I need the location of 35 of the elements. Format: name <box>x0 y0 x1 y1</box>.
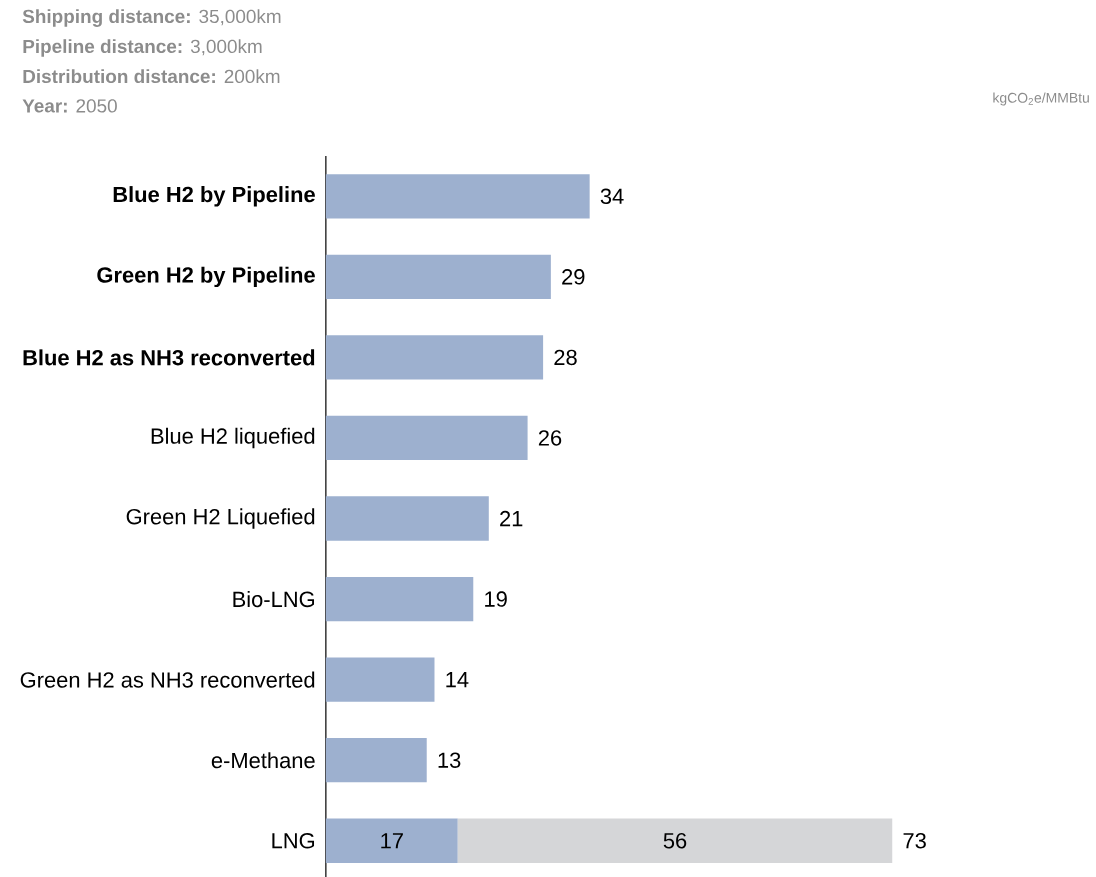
y-tick-label: Blue H2 liquefied <box>151 427 315 449</box>
data-label: 28 <box>554 349 577 366</box>
data-label: 56 <box>663 832 687 849</box>
text: Year: 2050 <box>22 99 117 113</box>
y-tick-label: Blue H2 as NH3 reconverted <box>23 349 315 366</box>
data-label: 34 <box>600 188 624 205</box>
data-label: 19 <box>485 591 507 607</box>
y-tick-label: Green H2 by Pipeline <box>97 266 315 288</box>
bar <box>325 496 489 541</box>
data-label: 13 <box>438 752 461 768</box>
y-tick-label: LNG <box>272 832 315 849</box>
data-label: 21 <box>500 510 523 527</box>
text: Pipeline distance: 3,000km <box>23 39 262 57</box>
bar <box>325 576 474 622</box>
text: Distribution distance: 200km <box>23 69 280 84</box>
text: kgCO$_{2}$e/MMBtu <box>993 92 1089 106</box>
bar <box>325 818 458 863</box>
y-tick-label: Green H2 Liquefied <box>126 508 315 529</box>
bar <box>325 738 427 783</box>
text: Shipping distance: 35,000km <box>22 9 281 27</box>
bar <box>325 657 435 702</box>
y-tick-label: e-Methane <box>211 752 315 769</box>
bar <box>325 174 590 219</box>
bar <box>325 415 528 461</box>
data-label: 29 <box>562 269 585 285</box>
bar <box>325 335 544 380</box>
bar <box>457 818 893 863</box>
y-tick-label: Bio-LNG <box>233 591 315 608</box>
y-tick-label: Blue H2 by Pipeline <box>113 186 315 207</box>
total-label: 73 <box>903 832 926 849</box>
data-label: 14 <box>446 672 469 688</box>
y-tick-label: Green H2 as NH3 reconverted <box>20 671 315 688</box>
data-label: 26 <box>538 430 562 446</box>
bar <box>325 254 551 300</box>
data-label: 17 <box>381 833 403 849</box>
